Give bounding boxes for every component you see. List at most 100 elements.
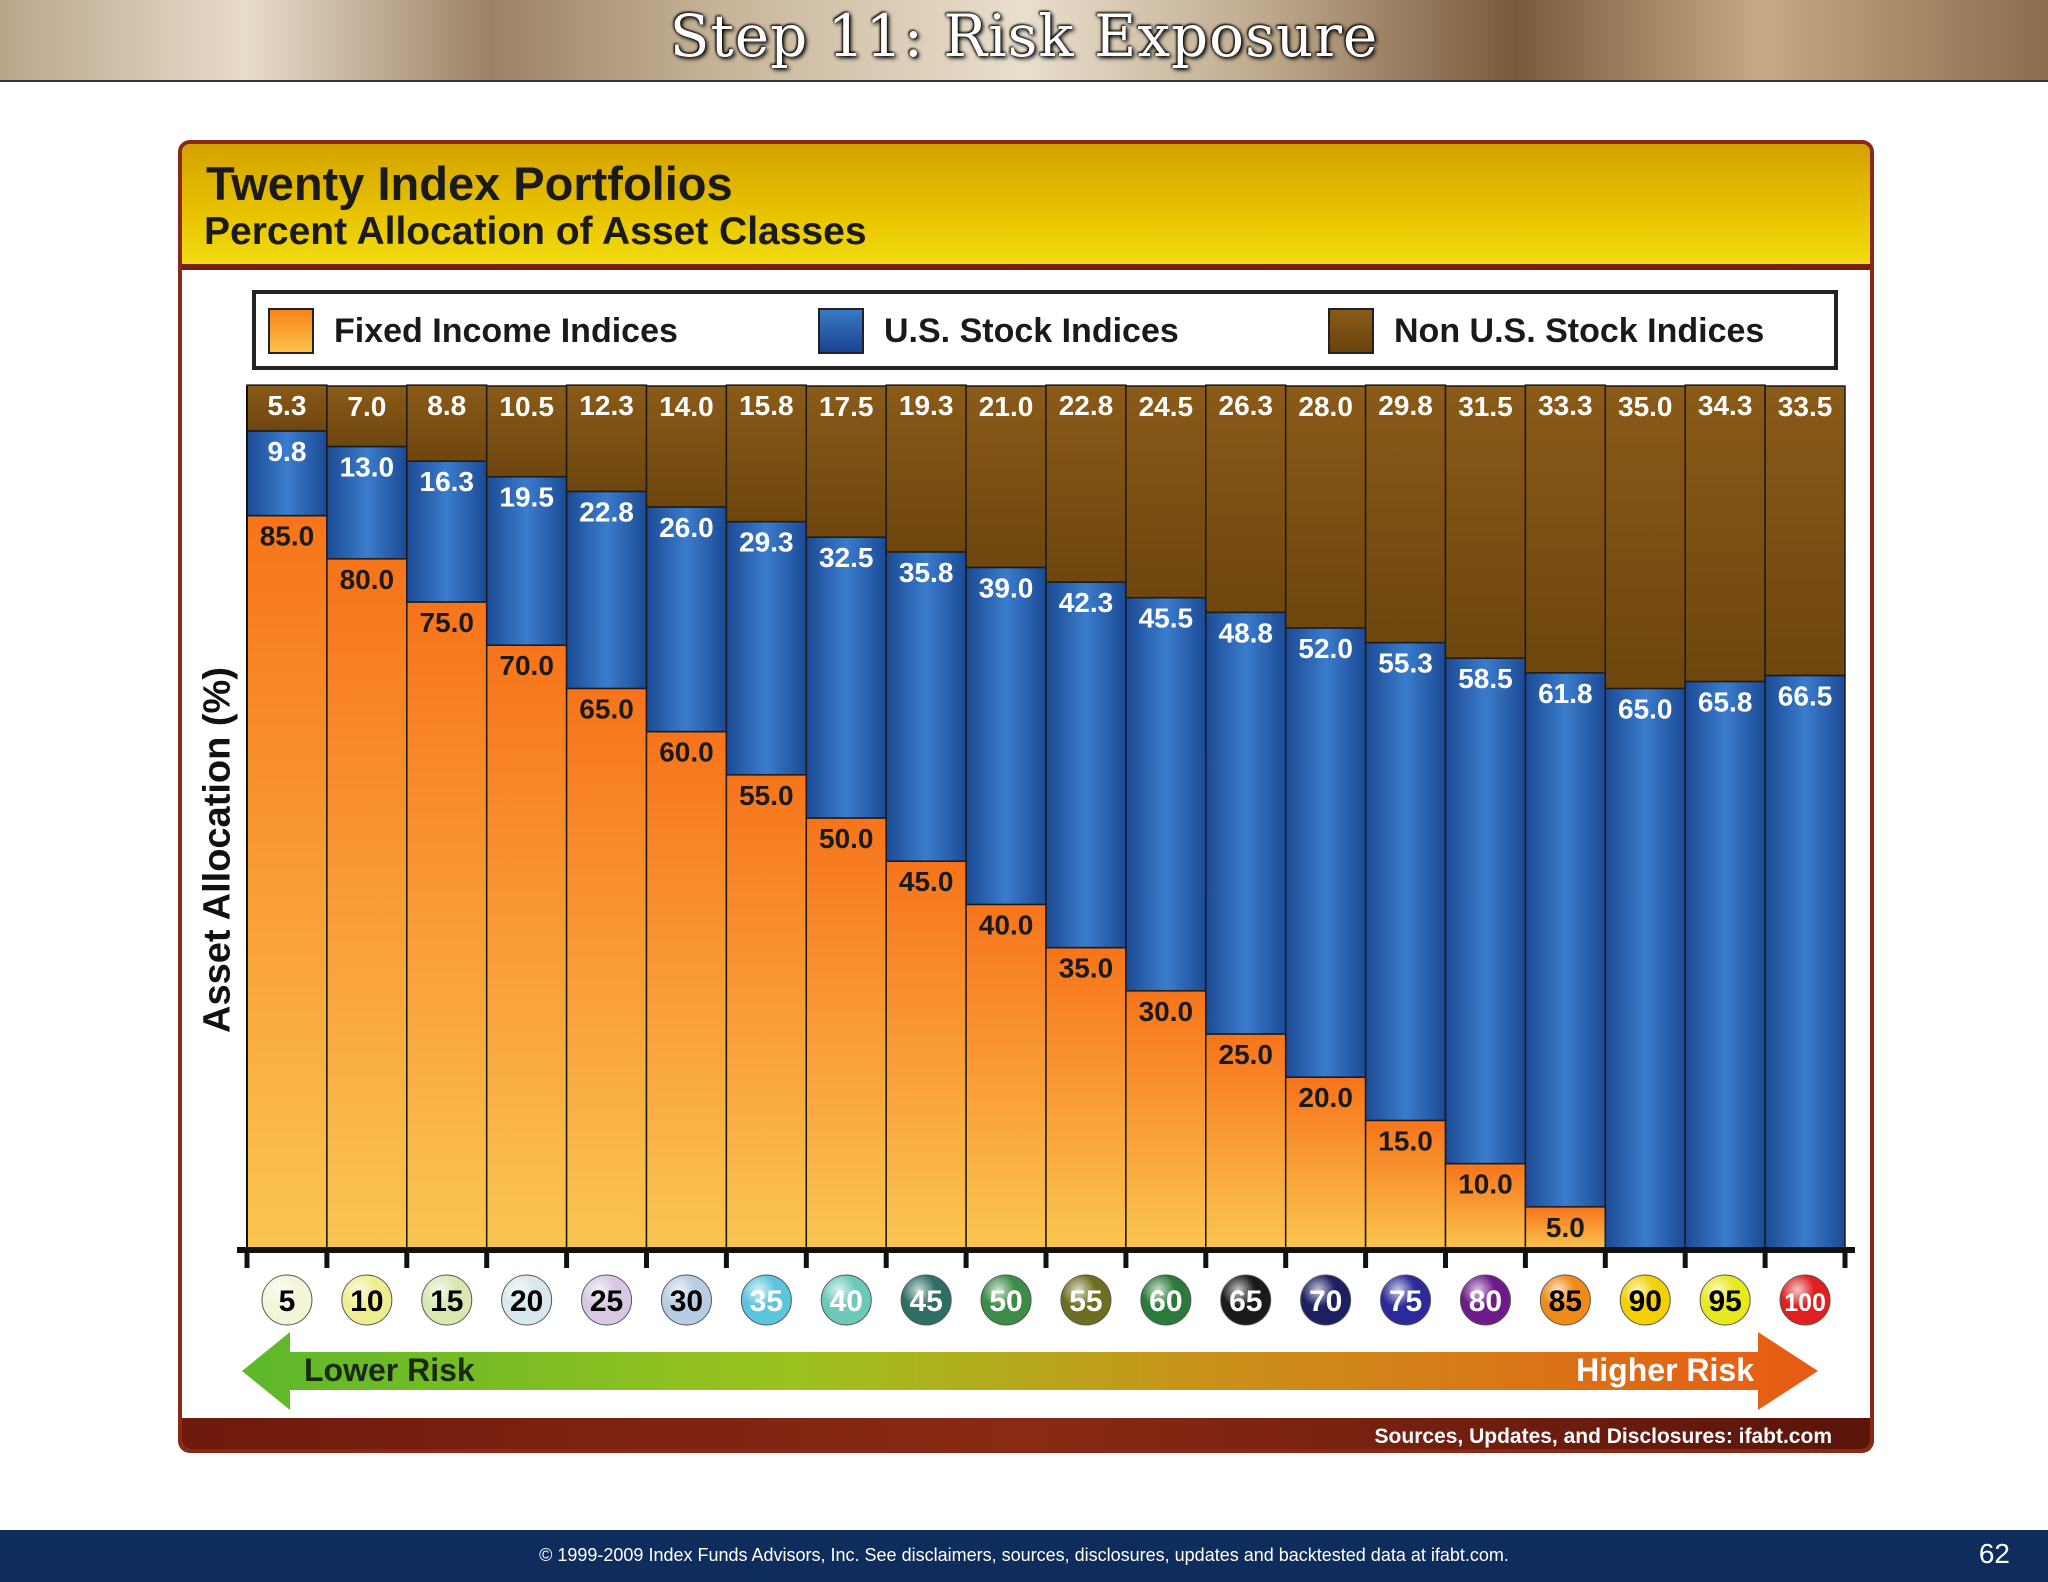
x-tick-label-95: 95 — [1708, 1285, 1741, 1318]
bar-us-stock-15 — [406, 460, 488, 603]
label-non-us-stock-10: 7.0 — [347, 391, 386, 422]
label-fixed-income-45: 45.0 — [899, 866, 954, 897]
risk-arrow: Lower Risk Higher Risk — [242, 1332, 1818, 1410]
risk-arrow-shape — [242, 1332, 1818, 1410]
label-us-stock-90: 65.0 — [1618, 693, 1673, 724]
bar-fixed-income-10 — [326, 558, 408, 1251]
bar-fixed-income-70 — [1284, 1076, 1367, 1251]
label-non-us-stock-55: 22.8 — [1059, 390, 1114, 421]
legend-swatch-us-stock — [818, 308, 864, 354]
bar-us-stock-70 — [1284, 627, 1367, 1078]
risk-ball-highlight — [1460, 1275, 1511, 1325]
risk-ball-highlight — [661, 1275, 712, 1325]
x-tick-label-15: 15 — [430, 1285, 463, 1318]
bar-non-us-stock-80 — [1444, 385, 1527, 659]
risk-ball-highlight — [1540, 1275, 1591, 1325]
legend-swatch-non-us-stock — [1328, 308, 1374, 354]
label-us-stock-10: 13.0 — [340, 451, 395, 482]
label-us-stock-95: 65.8 — [1698, 686, 1753, 717]
bar-non-us-stock-55 — [1045, 384, 1127, 583]
bar-us-stock-85 — [1524, 672, 1607, 1208]
bar-fixed-income-30 — [645, 730, 728, 1251]
risk-ball-highlight — [821, 1275, 872, 1325]
label-non-us-stock-90: 35.0 — [1618, 391, 1673, 422]
bar-us-stock-95 — [1684, 680, 1766, 1251]
risk-ball-highlight — [1780, 1275, 1831, 1325]
label-us-stock-40: 32.5 — [819, 542, 874, 573]
x-tick-label-50: 50 — [989, 1285, 1022, 1318]
bar-non-us-stock-30 — [645, 385, 728, 508]
bar-us-stock-20 — [485, 475, 568, 646]
label-fixed-income-35: 55.0 — [739, 780, 794, 811]
x-tick-label-100: 100 — [1784, 1289, 1826, 1317]
legend-item-fixed-income: Fixed Income Indices — [268, 308, 678, 354]
label-us-stock-55: 42.3 — [1059, 587, 1114, 618]
bar-us-stock-65 — [1205, 611, 1287, 1035]
x-tick-label-80: 80 — [1469, 1285, 1502, 1318]
bar-us-stock-35 — [725, 520, 808, 776]
label-us-stock-20: 19.5 — [499, 482, 554, 513]
bar-non-us-stock-65 — [1205, 384, 1287, 614]
label-fixed-income-25: 65.0 — [579, 693, 634, 724]
label-non-us-stock-35: 15.8 — [739, 390, 794, 421]
page-number: 62 — [1978, 1538, 2010, 1569]
bar-us-stock-5 — [246, 430, 328, 517]
label-us-stock-80: 58.5 — [1458, 663, 1513, 694]
bar-fixed-income-80 — [1444, 1162, 1527, 1251]
label-non-us-stock-25: 12.3 — [579, 390, 634, 421]
risk-ball-highlight — [1300, 1275, 1351, 1325]
label-non-us-stock-20: 10.5 — [499, 391, 554, 422]
label-fixed-income-55: 35.0 — [1059, 953, 1114, 984]
label-fixed-income-75: 15.0 — [1378, 1125, 1433, 1156]
label-us-stock-15: 16.3 — [420, 466, 475, 497]
bar-fixed-income-5 — [246, 514, 328, 1251]
top-banner: Step 11: Risk Exposure — [0, 0, 2048, 82]
bar-us-stock-45 — [885, 551, 967, 862]
footer-bar: © 1999-2009 Index Funds Advisors, Inc. S… — [0, 1530, 2048, 1582]
x-tick-label-75: 75 — [1389, 1285, 1422, 1318]
bar-non-us-stock-100 — [1764, 385, 1846, 677]
risk-ball-highlight — [1700, 1275, 1751, 1325]
bar-fixed-income-20 — [485, 644, 568, 1251]
label-us-stock-65: 48.8 — [1219, 617, 1274, 648]
label-fixed-income-70: 20.0 — [1298, 1082, 1353, 1113]
label-non-us-stock-95: 34.3 — [1698, 390, 1753, 421]
chart-title: Twenty Index Portfolios — [206, 157, 733, 210]
legend-label-us-stock: U.S. Stock Indices — [884, 311, 1179, 350]
bar-us-stock-90 — [1604, 687, 1686, 1251]
label-us-stock-50: 39.0 — [979, 572, 1034, 603]
x-tick-label-10: 10 — [350, 1285, 383, 1318]
risk-ball-highlight — [581, 1275, 632, 1325]
label-us-stock-70: 52.0 — [1298, 633, 1353, 664]
risk-ball-highlight — [1220, 1275, 1271, 1325]
x-tick-label-30: 30 — [670, 1285, 703, 1318]
label-us-stock-25: 22.8 — [579, 496, 634, 527]
copyright-text: © 1999-2009 Index Funds Advisors, Inc. S… — [539, 1545, 1509, 1565]
label-us-stock-60: 45.5 — [1139, 603, 1194, 634]
lower-risk-label: Lower Risk — [304, 1352, 475, 1388]
bar-non-us-stock-95 — [1684, 384, 1766, 683]
chart-header: Twenty Index Portfolios Percent Allocati… — [182, 144, 1870, 270]
label-non-us-stock-75: 29.8 — [1378, 390, 1433, 421]
label-us-stock-30: 26.0 — [659, 512, 714, 543]
bar-fixed-income-55 — [1045, 946, 1127, 1251]
label-fixed-income-10: 80.0 — [340, 564, 395, 595]
x-tick-label-5: 5 — [279, 1285, 296, 1318]
source-note: Sources, Updates, and Disclosures: ifabt… — [1374, 1425, 1832, 1448]
label-fixed-income-60: 30.0 — [1139, 996, 1194, 1027]
bar-us-stock-50 — [965, 566, 1047, 906]
bar-us-stock-60 — [1125, 596, 1207, 992]
x-tick-label-90: 90 — [1629, 1285, 1662, 1318]
label-fixed-income-40: 50.0 — [819, 823, 874, 854]
label-fixed-income-15: 75.0 — [420, 607, 475, 638]
panel-footer-band: Sources, Updates, and Disclosures: ifabt… — [182, 1418, 1870, 1449]
label-us-stock-5: 9.8 — [267, 436, 306, 467]
legend-swatch-fixed-income — [268, 308, 314, 354]
risk-ball-highlight — [501, 1275, 552, 1325]
risk-ball-highlight — [981, 1275, 1032, 1325]
label-non-us-stock-85: 33.3 — [1538, 390, 1593, 421]
x-tick-label-40: 40 — [830, 1285, 863, 1318]
bar-us-stock-80 — [1444, 657, 1527, 1165]
label-non-us-stock-60: 24.5 — [1139, 391, 1194, 422]
risk-ball-highlight — [901, 1275, 952, 1325]
